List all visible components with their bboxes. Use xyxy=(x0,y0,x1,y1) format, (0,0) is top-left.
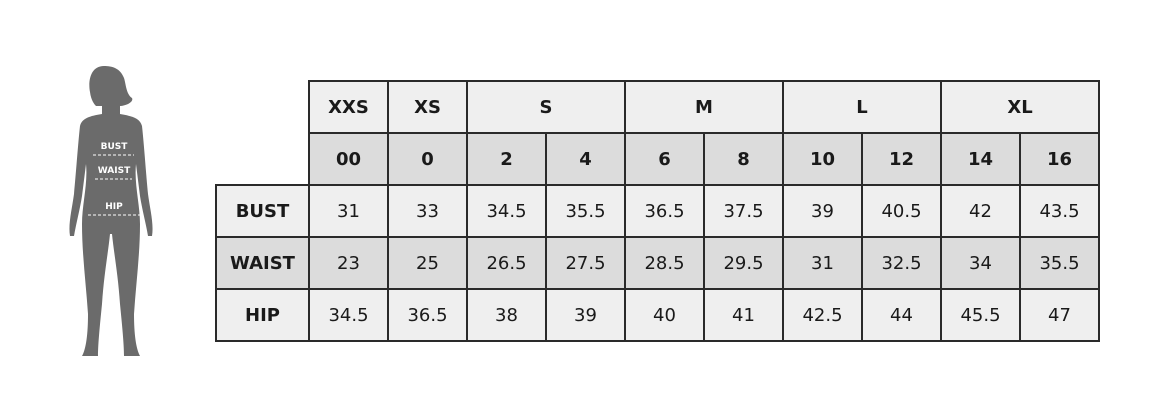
measurement-cell: 25 xyxy=(387,236,468,290)
measurement-cell: 40 xyxy=(624,288,705,342)
size-header-l: L xyxy=(782,80,942,134)
measurement-cell: 37.5 xyxy=(703,184,784,238)
measurement-cell: 41 xyxy=(703,288,784,342)
measurement-cell: 27.5 xyxy=(545,236,626,290)
numeric-size-header: 0 xyxy=(387,132,468,186)
size-header-xs: XS xyxy=(387,80,468,134)
figure-label-hip: HIP xyxy=(105,202,123,212)
body-silhouette-figure: BUST WAIST HIP xyxy=(69,66,153,356)
row-label: WAIST xyxy=(215,236,310,290)
measurement-cell: 31 xyxy=(308,184,389,238)
numeric-size-header: 16 xyxy=(1019,132,1100,186)
measurement-cell: 39 xyxy=(782,184,863,238)
letter-size-row: XXS XS S M L XL xyxy=(216,80,1100,134)
measurement-cell: 31 xyxy=(782,236,863,290)
measurement-cell: 28.5 xyxy=(624,236,705,290)
size-header-s: S xyxy=(466,80,626,134)
measurement-cell: 44 xyxy=(861,288,942,342)
row-label: HIP xyxy=(215,288,310,342)
figure-label-bust: BUST xyxy=(101,142,129,152)
measurement-cell: 36.5 xyxy=(387,288,468,342)
corner-blank xyxy=(216,133,309,185)
numeric-size-header: 8 xyxy=(703,132,784,186)
measurement-cell: 29.5 xyxy=(703,236,784,290)
measurement-row-waist: WAIST 23 25 26.5 27.5 28.5 29.5 31 32.5 34 35.5 xyxy=(215,236,1100,290)
measurement-cell: 40.5 xyxy=(861,184,942,238)
numeric-size-header: 00 xyxy=(308,132,389,186)
measurement-row-bust: BUST 31 33 34.5 35.5 36.5 37.5 39 40.5 42 43.5 xyxy=(215,184,1100,238)
measurement-cell: 42 xyxy=(940,184,1021,238)
measurement-cell: 36.5 xyxy=(624,184,705,238)
measurement-cell: 39 xyxy=(545,288,626,342)
size-header-m: M xyxy=(624,80,784,134)
figure-label-waist: WAIST xyxy=(98,166,131,176)
measurement-cell: 34.5 xyxy=(466,184,547,238)
measurement-cell: 26.5 xyxy=(466,236,547,290)
numeric-size-header: 6 xyxy=(624,132,705,186)
measurement-cell: 35.5 xyxy=(545,184,626,238)
size-chart-table: XXS XS S M L XL 00 0 2 4 6 8 10 12 14 16 BUST 31 33 34.5 3… xyxy=(215,80,1100,342)
measurement-cell: 38 xyxy=(466,288,547,342)
measurement-cell: 23 xyxy=(308,236,389,290)
numeric-size-header: 14 xyxy=(940,132,1021,186)
numeric-size-header: 2 xyxy=(466,132,547,186)
numeric-size-header: 12 xyxy=(861,132,942,186)
size-header-xl: XL xyxy=(940,80,1100,134)
measurement-cell: 42.5 xyxy=(782,288,863,342)
measurement-cell: 45.5 xyxy=(940,288,1021,342)
measurement-cell: 35.5 xyxy=(1019,236,1100,290)
corner-blank xyxy=(216,81,309,133)
measurement-row-hip: HIP 34.5 36.5 38 39 40 41 42.5 44 45.5 47 xyxy=(215,288,1100,342)
measurement-cell: 34 xyxy=(940,236,1021,290)
row-label: BUST xyxy=(215,184,310,238)
measurement-cell: 34.5 xyxy=(308,288,389,342)
measurement-cell: 47 xyxy=(1019,288,1100,342)
numeric-size-row: 00 0 2 4 6 8 10 12 14 16 xyxy=(216,132,1100,186)
numeric-size-header: 10 xyxy=(782,132,863,186)
measurement-cell: 43.5 xyxy=(1019,184,1100,238)
measurement-cell: 33 xyxy=(387,184,468,238)
size-header-xxs: XXS xyxy=(308,80,389,134)
measurement-cell: 32.5 xyxy=(861,236,942,290)
numeric-size-header: 4 xyxy=(545,132,626,186)
